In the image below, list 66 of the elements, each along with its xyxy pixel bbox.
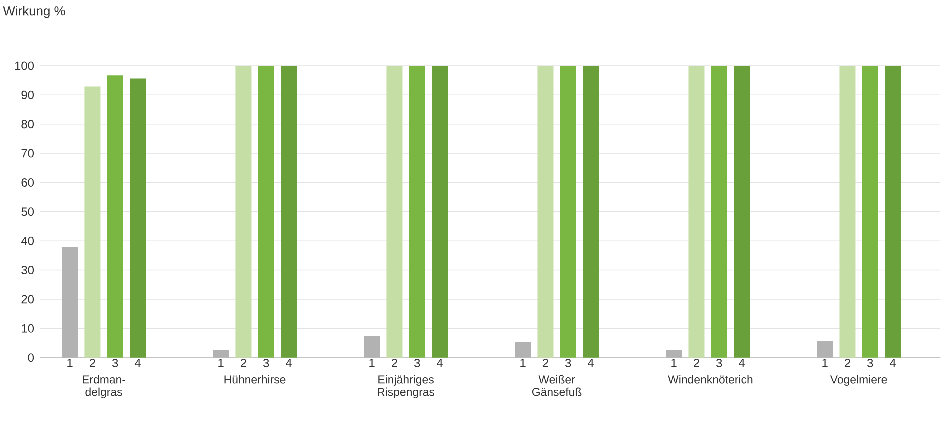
text: 3 (868, 359, 874, 368)
y-tick-label: 90 (22, 91, 34, 100)
bar (281, 66, 298, 358)
bar (538, 66, 554, 358)
bar (130, 78, 146, 358)
series-label: 4 (134, 359, 141, 368)
bar (688, 66, 705, 358)
bar (666, 350, 682, 358)
text: 3 (716, 359, 722, 368)
bar (84, 86, 101, 358)
x-tick-label: Weißer Gänsefuß (532, 375, 582, 396)
x-tick-label: Vogelmiere (830, 375, 888, 386)
bar (236, 66, 252, 358)
text: 1 (520, 359, 526, 368)
bar (386, 66, 403, 358)
text: 1 (218, 359, 224, 368)
text: 1 (370, 359, 375, 368)
y-tick-label: 80 (22, 120, 34, 129)
bar (711, 66, 728, 358)
y-axis-title: Wirkung % (3, 6, 66, 18)
bar (515, 342, 532, 358)
text: 2 (240, 359, 246, 368)
series-label: 2 (90, 359, 96, 368)
x-tick-label: Hühnerhirse (224, 375, 286, 384)
bar (734, 66, 750, 358)
text: 2 (845, 359, 850, 368)
bar (862, 66, 878, 358)
text: 1 (822, 359, 828, 368)
text: 2 (542, 359, 548, 368)
text: 3 (263, 359, 270, 368)
bar (364, 336, 380, 358)
x-tick-label: Einjähriges Rispengras (378, 375, 435, 399)
y-tick-label: 10 (22, 324, 34, 333)
y-tick-label: 40 (21, 236, 34, 246)
bar (409, 66, 426, 358)
text: 2 (694, 359, 700, 368)
text: 4 (738, 359, 745, 368)
bar (840, 66, 856, 358)
x-tick-label: Windenknöterich (668, 375, 753, 384)
text: 2 (392, 359, 398, 368)
y-tick-label: 0 (28, 354, 34, 362)
x-tick-label: Erdman-delgras (83, 375, 126, 399)
bar (432, 66, 448, 358)
bar (817, 342, 834, 358)
text: 3 (566, 359, 572, 368)
bar (885, 66, 902, 358)
y-tick-label: 100 (15, 62, 34, 70)
y-tick-label: 20 (22, 295, 34, 304)
text: 4 (436, 359, 443, 368)
y-tick-label: 60 (22, 178, 34, 188)
text: 4 (588, 359, 594, 368)
text: 4 (286, 359, 292, 368)
bar (107, 76, 124, 358)
bar (583, 66, 600, 358)
series-label: 3 (112, 359, 118, 368)
bar (62, 247, 78, 358)
series-label: 1 (68, 359, 73, 368)
text: 3 (414, 359, 420, 368)
y-tick-label: 50 (22, 208, 34, 216)
text: 4 (890, 359, 896, 368)
y-tick-label: 30 (22, 266, 34, 275)
bar (560, 66, 576, 358)
bar (213, 350, 230, 358)
y-tick-label: 70 (22, 149, 34, 158)
bar (258, 66, 274, 358)
text: 1 (672, 359, 677, 368)
